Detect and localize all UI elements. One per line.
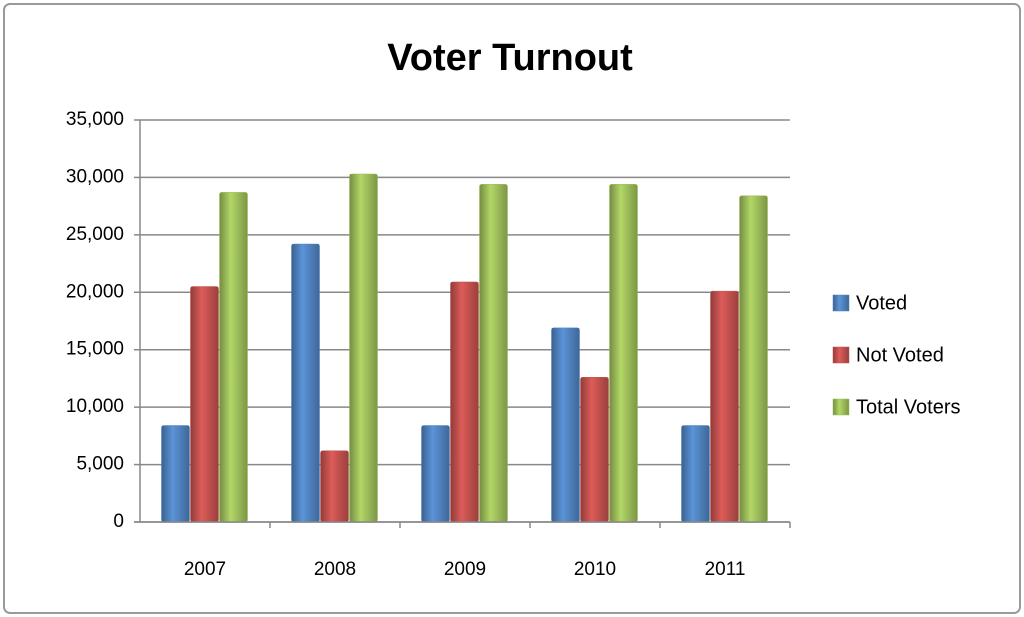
bar [580,377,609,523]
bar [291,243,320,523]
x-tick-label: 2010 [574,559,616,580]
x-tick-label: 2008 [314,559,356,580]
legend-swatch [832,346,850,364]
bar [739,195,768,523]
legend-label: Not Voted [856,344,944,366]
bar [551,327,580,523]
legend-label: Voted [856,292,907,314]
y-tick-label: 20,000 [66,281,124,302]
bar [421,425,450,523]
y-tick-label: 15,000 [66,339,124,360]
chart-title: Voter Turnout [387,37,633,79]
x-tick-label: 2009 [444,559,486,580]
bar [681,425,710,523]
bar [479,184,508,523]
bar [320,450,349,523]
legend-label: Total Voters [856,396,961,418]
y-tick-label: 25,000 [66,224,124,245]
bar [349,173,378,523]
y-tick-label: 35,000 [66,109,124,130]
bar [710,290,739,523]
legend-swatch [832,294,850,312]
y-tick-label: 0 [113,511,124,532]
bar [609,184,638,523]
bar [219,192,248,523]
x-tick-label: 2007 [184,559,226,580]
legend-swatch [832,398,850,416]
bar [450,281,479,523]
y-tick-label: 10,000 [66,396,124,417]
bar [190,286,219,523]
x-tick-label: 2011 [705,559,746,580]
y-tick-label: 5,000 [76,454,124,475]
bar [161,425,190,523]
y-tick-label: 30,000 [66,166,124,187]
